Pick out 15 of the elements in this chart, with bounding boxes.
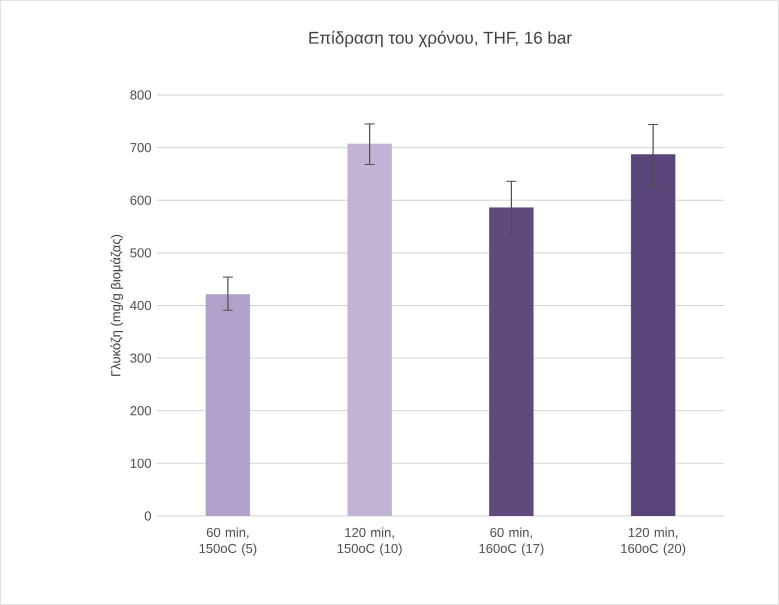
y-axis-title: Γλυκόζη (mg/g βιομάζας) — [110, 234, 123, 376]
y-tick-label: 600 — [130, 196, 151, 205]
x-tick-label: 60 min, 160oC (17) — [479, 528, 544, 556]
y-tick-label: 500 — [130, 248, 151, 258]
x-tick-label: 60 min, 150oC (5) — [200, 528, 256, 556]
y-tick-label: 0 — [144, 511, 151, 521]
chart-title: Επίδραση του χρόνου, THF, 16 bar — [309, 30, 572, 48]
y-tick-label: 700 — [130, 143, 151, 152]
y-tick-label: 800 — [130, 90, 151, 100]
y-tick-label: 200 — [130, 406, 151, 416]
y-tick-label: 400 — [130, 300, 151, 310]
y-tick-label: 100 — [130, 458, 151, 468]
x-tick-label: 120 min, 160oC (20) — [621, 528, 686, 556]
x-tick-label: 120 min, 150oC (10) — [338, 528, 402, 556]
y-tick-label: 300 — [130, 354, 151, 363]
